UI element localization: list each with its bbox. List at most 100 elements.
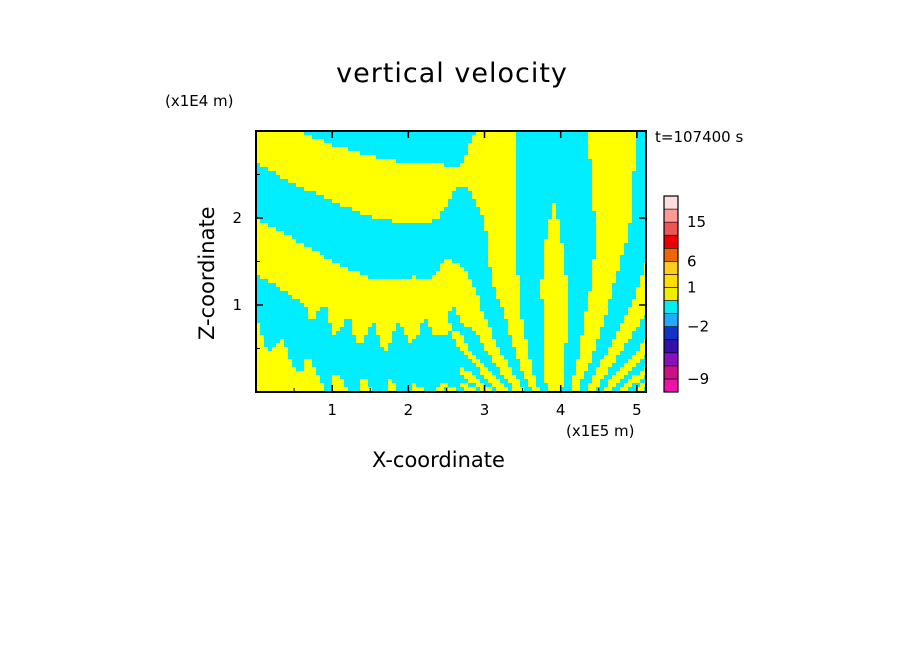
contour-band — [448, 331, 452, 335]
x-axis-label: X-coordinate — [372, 448, 505, 472]
contour-band — [528, 355, 544, 359]
colorbar-swatch — [663, 300, 679, 314]
contour-band — [516, 183, 592, 187]
contour-band — [268, 347, 272, 351]
contour-band — [632, 191, 646, 195]
contour-band — [608, 307, 628, 311]
contour-band — [620, 379, 628, 383]
contour-band — [520, 311, 544, 315]
contour-band — [312, 359, 472, 363]
contour-band — [632, 171, 646, 175]
contour-band — [484, 363, 496, 367]
contour-band — [344, 319, 352, 323]
contour-band — [632, 195, 646, 199]
contour-band — [468, 383, 476, 387]
contour-band — [492, 335, 512, 339]
contour-band — [600, 379, 608, 383]
contour-band — [432, 219, 484, 223]
contour-band — [628, 231, 646, 235]
contour-band — [516, 271, 544, 275]
contour-band — [596, 339, 612, 343]
contour-band — [520, 379, 528, 383]
contour-band — [256, 199, 332, 203]
contour-band — [524, 331, 544, 335]
contour-band — [448, 315, 460, 319]
contour-band — [476, 355, 492, 359]
contour-band — [616, 271, 644, 275]
contour-band — [256, 299, 300, 303]
contour-band — [448, 203, 476, 207]
contour-band — [516, 135, 588, 139]
contour-band — [484, 315, 504, 319]
contour-band — [560, 239, 596, 243]
contour-band — [492, 371, 500, 375]
contour-band — [608, 311, 628, 315]
contour-band — [600, 383, 608, 387]
contour-band — [364, 335, 380, 339]
contour-band — [520, 307, 544, 311]
contour-band — [560, 223, 596, 227]
contour-band — [516, 211, 552, 215]
contour-band — [500, 379, 508, 383]
contour-band — [460, 331, 476, 335]
contour-band — [496, 339, 512, 343]
contour-band — [292, 235, 488, 239]
contour-band — [624, 375, 632, 379]
contour-band — [596, 347, 608, 351]
contour-band — [532, 363, 544, 367]
contour-band — [564, 343, 580, 347]
contour-band — [456, 387, 464, 391]
colorbar-label: −9 — [687, 370, 709, 388]
contour-band — [612, 291, 636, 295]
contour-band — [524, 335, 544, 339]
contour-band — [312, 363, 476, 367]
contour-band — [256, 183, 296, 187]
contour-band — [564, 355, 580, 359]
contour-band — [256, 207, 352, 211]
contour-band — [468, 271, 492, 275]
colorbar-swatch — [663, 326, 679, 341]
contour-band — [568, 295, 588, 299]
contour-band — [536, 379, 544, 383]
contour-band — [568, 275, 592, 279]
contour-band — [396, 387, 412, 391]
contour-band — [476, 287, 496, 291]
contour-band — [624, 243, 646, 247]
contour-band — [488, 319, 508, 323]
contour-band — [452, 191, 472, 195]
contour-band — [496, 375, 504, 379]
contour-band — [600, 335, 616, 339]
contour-band — [628, 223, 646, 227]
contour-band — [568, 315, 584, 319]
contour-band — [516, 199, 592, 203]
z-axis: 12 — [232, 174, 646, 349]
contour-band — [256, 315, 308, 319]
contour-band — [564, 363, 576, 367]
contour-band — [316, 315, 328, 319]
contour-band — [256, 319, 328, 323]
contour-band — [344, 323, 352, 327]
contour-band — [636, 155, 646, 159]
contour-band — [624, 347, 640, 351]
contour-band — [484, 311, 504, 315]
contour-band — [448, 383, 460, 387]
contour-band — [368, 383, 388, 387]
contour-band — [344, 379, 360, 383]
colorbar-swatch — [663, 365, 679, 380]
contour-band — [520, 283, 540, 287]
contour-band — [264, 339, 280, 343]
contour-band — [288, 355, 468, 359]
contour-band — [376, 155, 464, 159]
contour-band — [516, 195, 592, 199]
contour-band — [560, 231, 596, 235]
contour-band — [536, 375, 544, 379]
contour-band — [284, 231, 488, 235]
contour-band — [592, 355, 604, 359]
contour-band — [612, 387, 620, 391]
contour-band — [484, 383, 492, 387]
contour-band — [616, 279, 640, 283]
contour-band — [568, 319, 584, 323]
contour-band — [628, 239, 646, 243]
contour-band — [516, 247, 544, 251]
contour-band — [464, 367, 480, 371]
